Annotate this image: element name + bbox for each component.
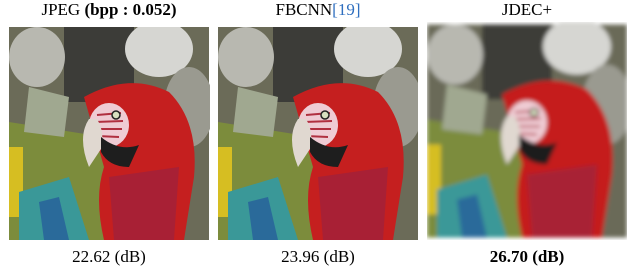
citation[interactable]: [19]: [332, 0, 360, 19]
caption: 22.62 (dB): [8, 247, 210, 267]
figure: JPEG (bpp : 0.052) FBCNN[19] JDEC+ 22.62…: [0, 0, 629, 270]
panel-title: FBCNN[19]: [218, 0, 418, 20]
panel-title: JDEC+: [427, 0, 627, 20]
image-jpeg: [8, 27, 210, 240]
title-bold: (bpp : 0.052): [84, 0, 176, 19]
title-text: JDEC+: [502, 0, 552, 19]
image-jdec: [427, 22, 627, 240]
caption: 26.70 (dB): [427, 247, 627, 267]
title-text: FBCNN: [275, 0, 332, 19]
image-fbcnn: [218, 27, 418, 240]
panel-title: JPEG (bpp : 0.052): [8, 0, 210, 20]
title-text: JPEG: [41, 0, 84, 19]
caption: 23.96 (dB): [218, 247, 418, 267]
